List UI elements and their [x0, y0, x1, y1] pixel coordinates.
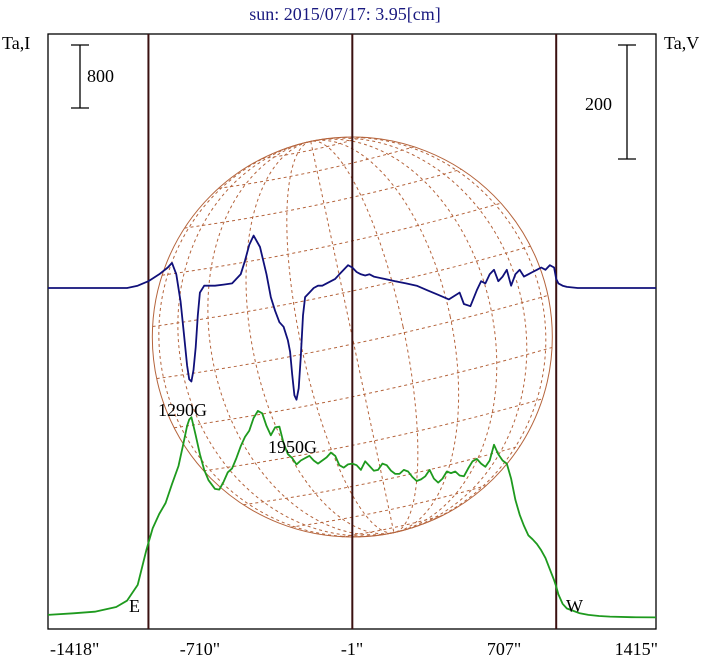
x-tick-labels: -1418" -710" -1" 707" 1415"	[50, 639, 658, 659]
right-scale-label: 200	[585, 94, 612, 114]
globe-parallel	[290, 485, 487, 528]
right-axis-label: Ta,V	[664, 33, 699, 53]
right-scale-bar	[618, 44, 636, 160]
globe-parallel	[203, 398, 543, 472]
globe-parallel	[156, 294, 549, 380]
left-scale-label: 800	[87, 66, 114, 86]
x-tick-label: -710"	[180, 639, 220, 659]
x-tick-label: -1"	[341, 639, 363, 659]
polarization-series-line	[48, 234, 656, 401]
globe-parallel	[162, 202, 502, 276]
globe-meridian	[177, 137, 528, 537]
series-layer	[47, 234, 657, 619]
chart-title: sun: 2015/07/17: 3.95[cm]	[249, 4, 441, 24]
globe-parallel	[218, 146, 415, 189]
left-axis-label: Ta,I	[2, 33, 30, 53]
solar-disk-globe	[151, 136, 553, 538]
limb-markers	[147, 34, 558, 629]
west-limb-label: W	[566, 596, 583, 616]
annotation-1950g: 1950G	[268, 437, 317, 457]
globe-parallel	[243, 445, 521, 506]
x-tick-label: 707"	[487, 639, 521, 659]
globe-parallel	[174, 346, 553, 429]
globe-parallel	[184, 168, 462, 229]
x-tick-label: -1418"	[50, 639, 99, 659]
annotation-1290g: 1290G	[158, 400, 207, 420]
left-scale-bar	[71, 44, 89, 109]
intensity-series-line	[47, 409, 657, 619]
globe-parallel	[152, 245, 531, 328]
globe-parallel	[341, 514, 444, 538]
x-tick-label: 1415"	[615, 639, 658, 659]
globe-meridian	[286, 140, 419, 534]
east-limb-label: E	[129, 596, 140, 616]
